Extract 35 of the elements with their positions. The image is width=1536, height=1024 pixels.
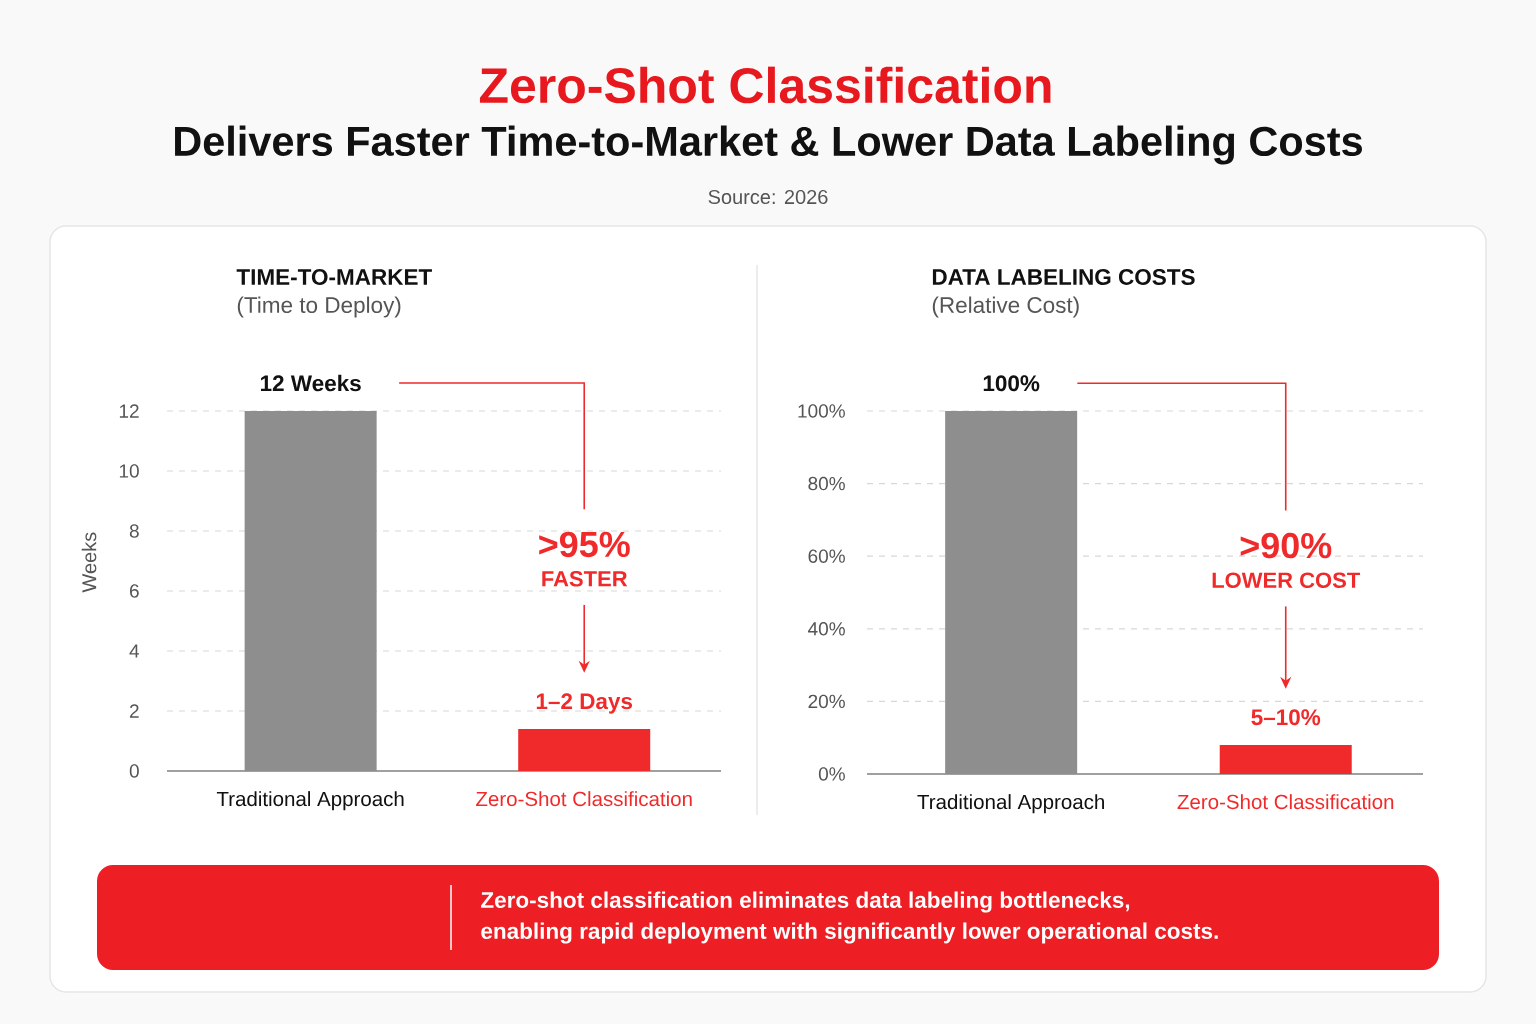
text: Zero-Shot Classification (479, 66, 1051, 104)
text: Delivers Faster Time-to-Market & Lower Data Labeling Costs (175, 125, 1362, 165)
y-tick-label: 0 (129, 764, 139, 778)
chart-title: DATA LABELING COSTS (932, 269, 1195, 285)
annotation: >95% (539, 531, 630, 558)
x-tick-label: Traditional Approach (216, 791, 404, 811)
x-tick-label: Traditional Approach (917, 794, 1104, 814)
x-tick-label: Zero-Shot Classification (476, 791, 692, 807)
annotation: >90% (1240, 532, 1332, 559)
annotation: 5–10% (1251, 709, 1321, 726)
y-tick-label: 80% (808, 476, 845, 491)
y-tick-label: 0% (818, 767, 845, 781)
x-tick-label: Zero-Shot Classification (1177, 794, 1394, 810)
chart-subtitle: (Relative Cost) (932, 296, 1079, 318)
data-label: 1–2 Days (536, 693, 633, 714)
data-label: 12 Weeks (260, 374, 361, 392)
y-tick-label: 12 (119, 404, 139, 418)
annotation: LOWER COST (1212, 572, 1361, 588)
y-tick-label: 20% (808, 694, 845, 709)
y-tick-label: 10 (119, 464, 139, 478)
chart-title: TIME-TO-MARKET (236, 269, 432, 285)
text: Zero-shot classification eliminates data labeling bottlenecks, (481, 891, 1130, 913)
text: enabling rapid deployment with significantly lower operational costs. (481, 922, 1218, 944)
annotation: FASTER (542, 570, 628, 587)
y-tick-label: 60% (808, 549, 845, 563)
y-axis-title: Weeks (81, 532, 97, 593)
y-tick-label: 4 (129, 644, 140, 658)
data-label: 100% (983, 375, 1040, 392)
y-tick-label: 8 (129, 524, 139, 538)
chart-subtitle: (Time to Deploy) (237, 296, 401, 318)
y-tick-label: 40% (808, 622, 845, 636)
y-tick-label: 2 (129, 704, 139, 718)
source-note: Source: 2026 (708, 189, 828, 205)
y-tick-label: 100% (798, 404, 845, 418)
y-tick-label: 6 (130, 584, 139, 598)
